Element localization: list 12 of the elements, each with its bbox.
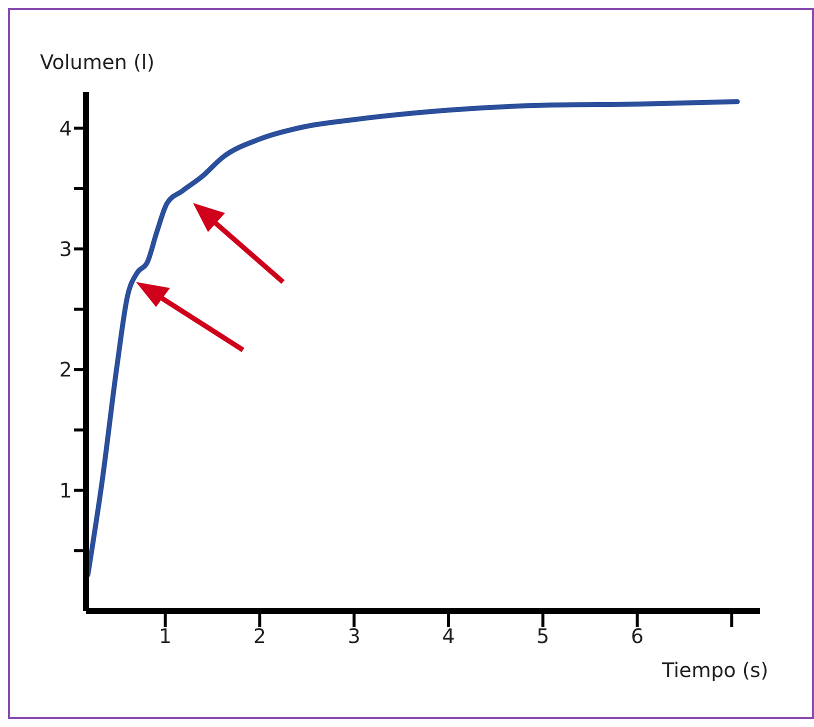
x-tick-label: 1	[158, 624, 172, 648]
y-tick-label: 4	[59, 116, 72, 140]
x-axis-title: Tiempo (s)	[662, 658, 768, 682]
y-tick-label: 1	[59, 478, 72, 502]
x-tick-label: 4	[442, 624, 455, 648]
x-tick-label: 5	[536, 624, 550, 648]
y-axis-title: Volumen (l)	[40, 50, 155, 74]
x-tick-label: 2	[253, 624, 266, 648]
y-tick-label: 3	[59, 237, 72, 262]
x-tick-label: 3	[348, 624, 360, 648]
x-tick-label: 6	[630, 624, 644, 648]
y-tick-label: 2	[59, 358, 72, 382]
